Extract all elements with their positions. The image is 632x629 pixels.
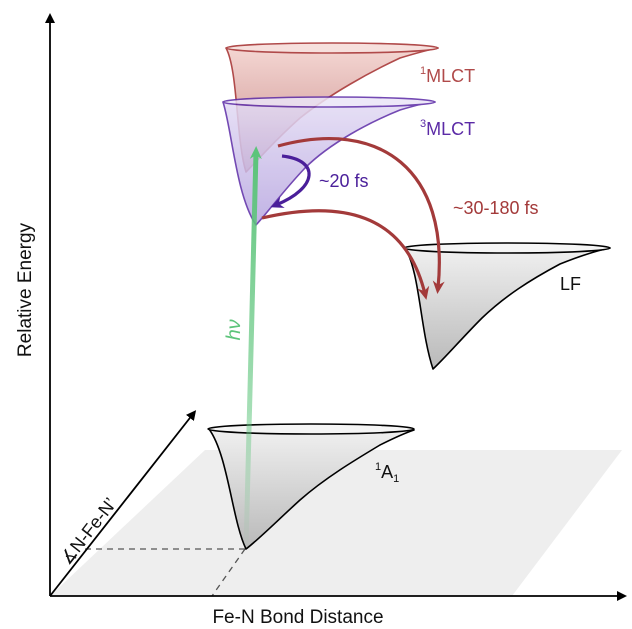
relax-arrow-outer — [277, 137, 445, 294]
isc-label: ~20 fs — [319, 171, 369, 191]
mlct3-state-surface — [222, 96, 436, 226]
mlct1-state-label: 1MLCT — [420, 65, 475, 86]
x-axis-label: Fe-N Bond Distance — [212, 607, 383, 628]
ground-state-label: 1A1 — [375, 461, 399, 485]
base-plane — [50, 450, 622, 596]
isc-arrow — [270, 154, 311, 208]
relax-arrow-inner — [261, 209, 430, 300]
ground-state-surface — [207, 423, 415, 550]
mlct3-state-label: 3MLCT — [420, 118, 475, 139]
lf-state-surface — [403, 242, 611, 370]
depth-axis — [49, 410, 197, 597]
relax-label: ~30-180 fs — [453, 198, 539, 218]
y-axis-label: Relative Energy — [15, 222, 36, 357]
excitation-label: hν — [223, 319, 245, 341]
lf-state-label: LF — [560, 274, 581, 294]
excitation-arrow — [243, 146, 262, 550]
projection-line-diagonal — [211, 548, 246, 597]
